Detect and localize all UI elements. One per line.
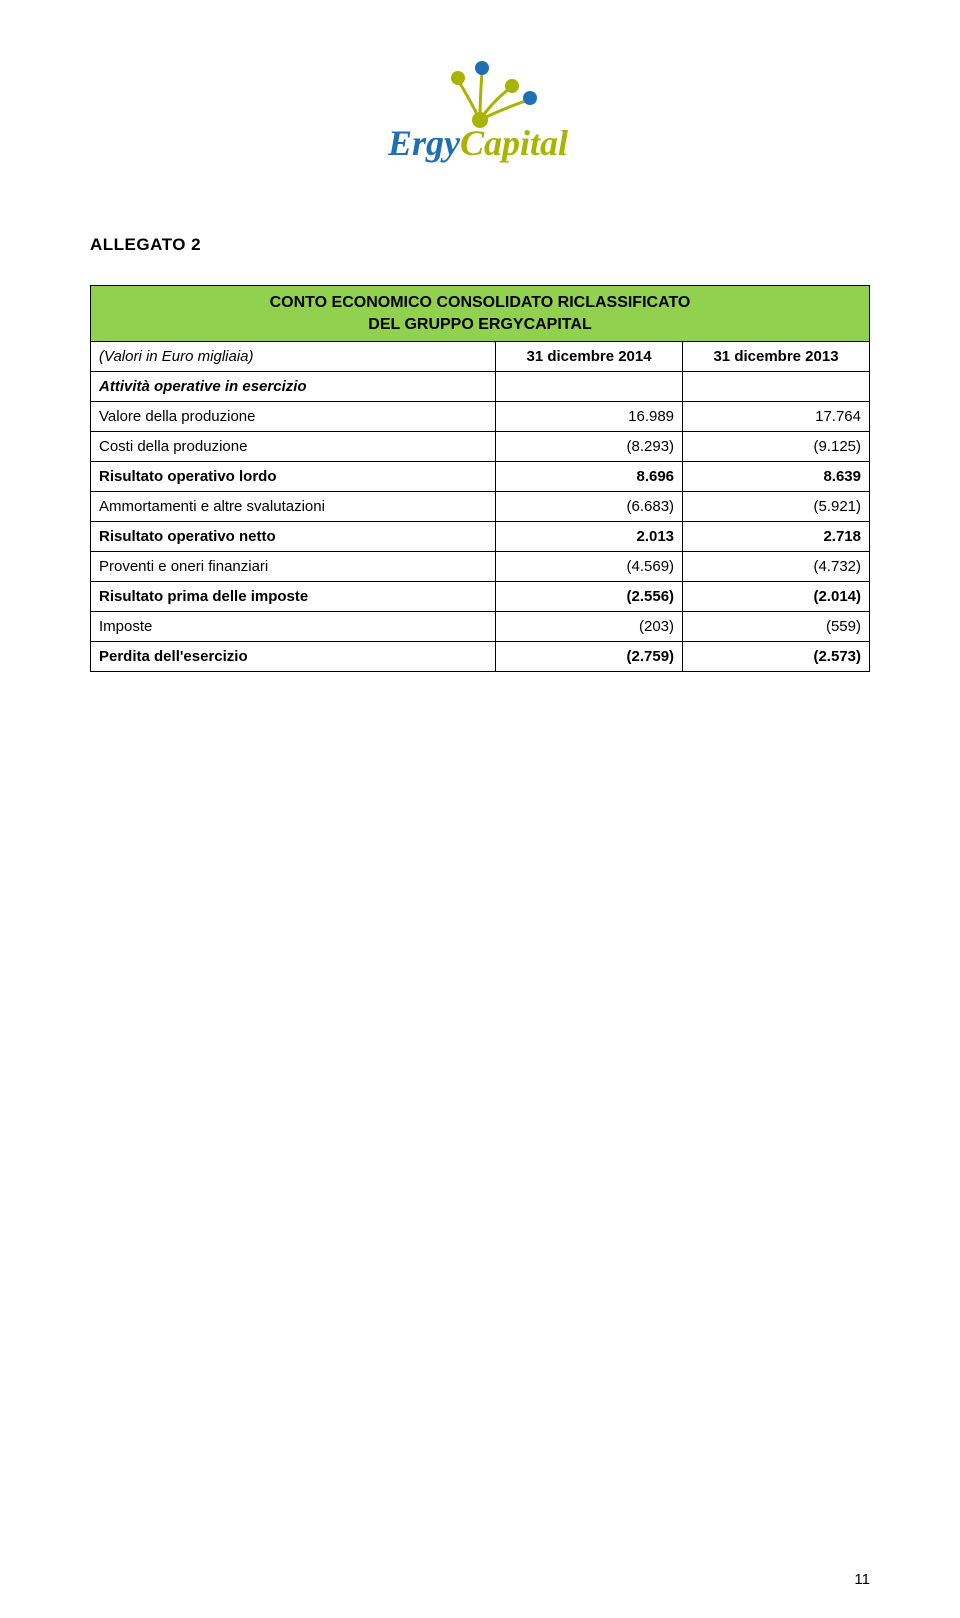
table-row: Valore della produzione16.98917.764 bbox=[91, 402, 870, 432]
col-header-2: 31 dicembre 2013 bbox=[683, 342, 870, 372]
col-meta: (Valori in Euro migliaia) bbox=[91, 342, 496, 372]
logo-text-left: Ergy bbox=[387, 123, 461, 163]
table-header-row: (Valori in Euro migliaia) 31 dicembre 20… bbox=[91, 342, 870, 372]
row-value-2: (5.921) bbox=[683, 492, 870, 522]
row-value-1: (6.683) bbox=[496, 492, 683, 522]
row-value-1: (8.293) bbox=[496, 432, 683, 462]
row-value-1: 8.696 bbox=[496, 462, 683, 492]
table-row: Risultato operativo netto2.0132.718 bbox=[91, 522, 870, 552]
section-label: ALLEGATO 2 bbox=[90, 235, 870, 255]
logo-text-right: Capital bbox=[460, 123, 568, 163]
row-value-1 bbox=[496, 372, 683, 402]
table-title-line2: DEL GRUPPO ERGYCAPITAL bbox=[368, 316, 591, 333]
svg-text:ErgyCapital: ErgyCapital bbox=[387, 123, 568, 163]
table-row: Perdita dell'esercizio(2.759)(2.573) bbox=[91, 642, 870, 672]
row-label: Imposte bbox=[91, 612, 496, 642]
col-header-1: 31 dicembre 2014 bbox=[496, 342, 683, 372]
row-value-1: 2.013 bbox=[496, 522, 683, 552]
table-row: Proventi e oneri finanziari(4.569)(4.732… bbox=[91, 552, 870, 582]
row-value-2: (559) bbox=[683, 612, 870, 642]
row-label: Ammortamenti e altre svalutazioni bbox=[91, 492, 496, 522]
row-value-2: (9.125) bbox=[683, 432, 870, 462]
table-row: Risultato operativo lordo8.6968.639 bbox=[91, 462, 870, 492]
row-value-2 bbox=[683, 372, 870, 402]
financial-table: CONTO ECONOMICO CONSOLIDATO RICLASSIFICA… bbox=[90, 285, 870, 672]
row-label: Costi della produzione bbox=[91, 432, 496, 462]
table-row: Attività operative in esercizio bbox=[91, 372, 870, 402]
table-title-line1: CONTO ECONOMICO CONSOLIDATO RICLASSIFICA… bbox=[270, 294, 691, 311]
row-label: Valore della produzione bbox=[91, 402, 496, 432]
row-value-1: (2.556) bbox=[496, 582, 683, 612]
logo: ErgyCapital bbox=[90, 50, 870, 175]
table-row: Ammortamenti e altre svalutazioni(6.683)… bbox=[91, 492, 870, 522]
row-value-1: (203) bbox=[496, 612, 683, 642]
row-value-1: (2.759) bbox=[496, 642, 683, 672]
row-value-2: (2.573) bbox=[683, 642, 870, 672]
row-label: Perdita dell'esercizio bbox=[91, 642, 496, 672]
row-value-2: (4.732) bbox=[683, 552, 870, 582]
table-title: CONTO ECONOMICO CONSOLIDATO RICLASSIFICA… bbox=[91, 286, 870, 342]
row-value-2: (2.014) bbox=[683, 582, 870, 612]
row-value-1: (4.569) bbox=[496, 552, 683, 582]
table-row: Imposte(203)(559) bbox=[91, 612, 870, 642]
row-value-2: 17.764 bbox=[683, 402, 870, 432]
row-value-2: 2.718 bbox=[683, 522, 870, 552]
page: ErgyCapital ALLEGATO 2 CONTO ECONOMICO C… bbox=[0, 0, 960, 1618]
row-value-2: 8.639 bbox=[683, 462, 870, 492]
table-row: Risultato prima delle imposte(2.556)(2.0… bbox=[91, 582, 870, 612]
row-label: Risultato prima delle imposte bbox=[91, 582, 496, 612]
row-label: Risultato operativo lordo bbox=[91, 462, 496, 492]
table-row: Costi della produzione(8.293)(9.125) bbox=[91, 432, 870, 462]
row-label: Proventi e oneri finanziari bbox=[91, 552, 496, 582]
logo-svg: ErgyCapital bbox=[350, 50, 610, 170]
row-label: Risultato operativo netto bbox=[91, 522, 496, 552]
row-value-1: 16.989 bbox=[496, 402, 683, 432]
page-number: 11 bbox=[854, 1571, 870, 1588]
table-title-row: CONTO ECONOMICO CONSOLIDATO RICLASSIFICA… bbox=[91, 286, 870, 342]
row-label: Attività operative in esercizio bbox=[91, 372, 496, 402]
